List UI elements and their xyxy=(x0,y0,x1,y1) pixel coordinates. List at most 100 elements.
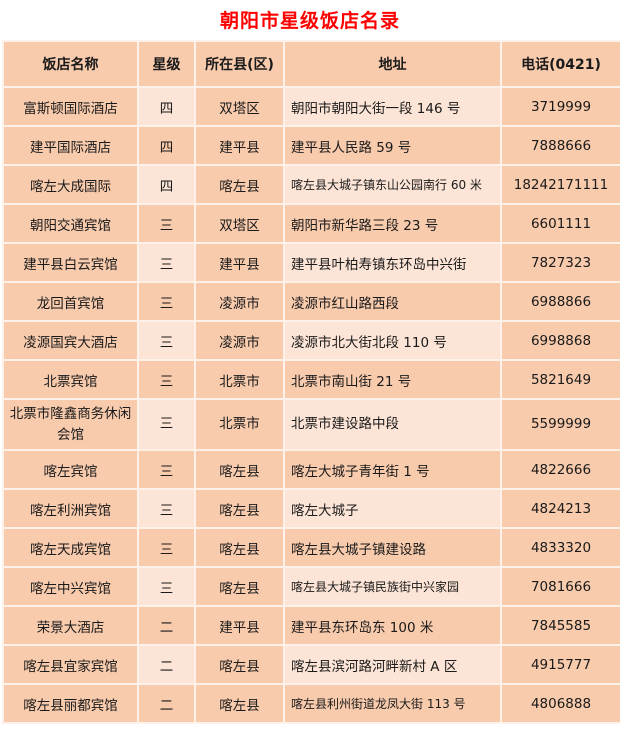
hotel-name-cell: 建平国际酒店 xyxy=(2,125,139,166)
phone-cell: 4822666 xyxy=(500,449,620,490)
star-level-cell: 二 xyxy=(137,605,196,646)
county-cell: 建平县 xyxy=(194,605,285,646)
hotel-name-cell: 北票宾馆 xyxy=(2,359,139,400)
address-cell: 建平县叶柏寿镇东环岛中兴街 xyxy=(283,242,502,283)
address-cell: 建平县人民路 59 号 xyxy=(283,125,502,166)
table-row: 建平国际酒店四建平县 建平县人民路 59 号 7888666 xyxy=(2,125,620,166)
county-cell: 喀左县 xyxy=(194,644,285,685)
phone-cell: 7888666 xyxy=(500,125,620,166)
phone-cell: 5821649 xyxy=(500,359,620,400)
star-level-cell: 二 xyxy=(137,644,196,685)
star-level-cell: 三 xyxy=(137,320,196,361)
star-level-cell: 三 xyxy=(137,242,196,283)
phone-cell: 4915777 xyxy=(500,644,620,685)
page-title: 朝阳市星级饭店名录 xyxy=(219,10,400,32)
table-row: 喀左县丽都宾馆二喀左县 喀左县利州街道龙凤大街 113 号 4806888 xyxy=(2,683,620,724)
phone-cell: 6601111 xyxy=(500,203,620,244)
star-level-cell: 三 xyxy=(137,281,196,322)
address-cell: 凌源市北大街北段 110 号 xyxy=(283,320,502,361)
hotel-name-cell: 喀左天成宾馆 xyxy=(2,527,139,568)
hotel-name-cell: 喀左大成国际 xyxy=(2,164,139,205)
table-row: 富斯顿国际酒店四双塔区 朝阳市朝阳大街一段 146 号 3719999 xyxy=(2,86,620,127)
star-level-cell: 三 xyxy=(137,449,196,490)
phone-cell: 6998868 xyxy=(500,320,620,361)
county-cell: 双塔区 xyxy=(194,203,285,244)
table-row: 喀左县宜家宾馆二喀左县 喀左县滨河路河畔新村 A 区 4915777 xyxy=(2,644,620,685)
star-level-cell: 二 xyxy=(137,683,196,724)
table-row: 建平县白云宾馆三建平县 建平县叶柏寿镇东环岛中兴街 7827323 xyxy=(2,242,620,283)
table-row: 北票市隆鑫商务休闲会馆三北票市 北票市建设路中段 5599999 xyxy=(2,398,620,451)
county-cell: 双塔区 xyxy=(194,86,285,127)
table-row: 龙回首宾馆三凌源市 凌源市红山路西段 6988866 xyxy=(2,281,620,322)
phone-cell: 18242171111 xyxy=(500,164,620,205)
address-cell: 喀左县滨河路河畔新村 A 区 xyxy=(283,644,502,685)
table-row: 喀左中兴宾馆三喀左县 喀左县大城子镇民族街中兴家园 7081666 xyxy=(2,566,620,607)
address-cell: 北票市南山街 21 号 xyxy=(283,359,502,400)
county-cell: 建平县 xyxy=(194,125,285,166)
hotel-name-cell: 龙回首宾馆 xyxy=(2,281,139,322)
table-row: 荣景大酒店二建平县 建平县东环岛东 100 米 7845585 xyxy=(2,605,620,646)
star-level-cell: 四 xyxy=(137,164,196,205)
hotel-name-cell: 北票市隆鑫商务休闲会馆 xyxy=(2,398,139,451)
county-cell: 喀左县 xyxy=(194,566,285,607)
hotel-name-cell: 喀左宾馆 xyxy=(2,449,139,490)
phone-cell: 4806888 xyxy=(500,683,620,724)
address-cell: 喀左大城子 xyxy=(283,488,502,529)
address-cell: 喀左县大城子镇建设路 xyxy=(283,527,502,568)
header-name: 饭店名称 xyxy=(2,40,139,88)
address-cell: 喀左县大城子镇东山公园南行 60 米 xyxy=(283,164,502,205)
header-county: 所在县(区) xyxy=(194,40,285,88)
header-stars: 星级 xyxy=(137,40,196,88)
hotel-name-cell: 喀左利洲宾馆 xyxy=(2,488,139,529)
header-phone: 电话(0421) xyxy=(500,40,620,88)
phone-cell: 7081666 xyxy=(500,566,620,607)
star-level-cell: 三 xyxy=(137,203,196,244)
phone-cell: 7845585 xyxy=(500,605,620,646)
table-row: 喀左大成国际四喀左县 喀左县大城子镇东山公园南行 60 米 18242171111 xyxy=(2,164,620,205)
county-cell: 喀左县 xyxy=(194,164,285,205)
county-cell: 北票市 xyxy=(194,398,285,451)
county-cell: 凌源市 xyxy=(194,320,285,361)
star-level-cell: 四 xyxy=(137,86,196,127)
county-cell: 凌源市 xyxy=(194,281,285,322)
address-cell: 喀左县利州街道龙凤大街 113 号 xyxy=(283,683,502,724)
table-row: 喀左天成宾馆三喀左县 喀左县大城子镇建设路 4833320 xyxy=(2,527,620,568)
table-row: 凌源国宾大酒店三凌源市 凌源市北大街北段 110 号 6998868 xyxy=(2,320,620,361)
hotel-name-cell: 荣景大酒店 xyxy=(2,605,139,646)
table-row: 喀左利洲宾馆三喀左县 喀左大城子 4824213 xyxy=(2,488,620,529)
star-level-cell: 三 xyxy=(137,398,196,451)
hotel-name-cell: 建平县白云宾馆 xyxy=(2,242,139,283)
address-cell: 朝阳市新华路三段 23 号 xyxy=(283,203,502,244)
hotel-name-cell: 喀左中兴宾馆 xyxy=(2,566,139,607)
address-cell: 凌源市红山路西段 xyxy=(283,281,502,322)
star-level-cell: 三 xyxy=(137,359,196,400)
hotel-name-cell: 富斯顿国际酒店 xyxy=(2,86,139,127)
address-cell: 喀左大城子青年街 1 号 xyxy=(283,449,502,490)
header-row: 饭店名称 星级 所在县(区) 地址 电话(0421) xyxy=(2,40,620,88)
star-level-cell: 四 xyxy=(137,125,196,166)
hotel-table: 饭店名称 星级 所在县(区) 地址 电话(0421) 富斯顿国际酒店四双塔区 朝阳… xyxy=(2,40,620,724)
star-level-cell: 三 xyxy=(137,527,196,568)
county-cell: 喀左县 xyxy=(194,527,285,568)
hotel-name-cell: 凌源国宾大酒店 xyxy=(2,320,139,361)
county-cell: 喀左县 xyxy=(194,683,285,724)
hotel-name-cell: 喀左县丽都宾馆 xyxy=(2,683,139,724)
hotel-name-cell: 朝阳交通宾馆 xyxy=(2,203,139,244)
hotel-name-cell: 喀左县宜家宾馆 xyxy=(2,644,139,685)
phone-cell: 4833320 xyxy=(500,527,620,568)
county-cell: 喀左县 xyxy=(194,449,285,490)
star-level-cell: 三 xyxy=(137,488,196,529)
table-row: 喀左宾馆三喀左县 喀左大城子青年街 1 号 4822666 xyxy=(2,449,620,490)
address-cell: 喀左县大城子镇民族街中兴家园 xyxy=(283,566,502,607)
phone-cell: 5599999 xyxy=(500,398,620,451)
address-cell: 朝阳市朝阳大街一段 146 号 xyxy=(283,86,502,127)
address-cell: 建平县东环岛东 100 米 xyxy=(283,605,502,646)
star-level-cell: 三 xyxy=(137,566,196,607)
county-cell: 喀左县 xyxy=(194,488,285,529)
phone-cell: 4824213 xyxy=(500,488,620,529)
county-cell: 建平县 xyxy=(194,242,285,283)
table-row: 北票宾馆三北票市 北票市南山街 21 号 5821649 xyxy=(2,359,620,400)
table-row: 朝阳交通宾馆三双塔区 朝阳市新华路三段 23 号 6601111 xyxy=(2,203,620,244)
header-address: 地址 xyxy=(283,40,502,88)
address-cell: 北票市建设路中段 xyxy=(283,398,502,451)
